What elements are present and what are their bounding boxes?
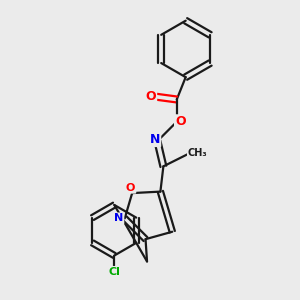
Text: CH₃: CH₃ bbox=[188, 148, 207, 158]
Text: N: N bbox=[150, 133, 160, 146]
Text: Cl: Cl bbox=[108, 267, 120, 277]
Text: N: N bbox=[114, 213, 123, 224]
Text: O: O bbox=[175, 115, 186, 128]
Text: O: O bbox=[126, 183, 135, 193]
Text: O: O bbox=[146, 90, 156, 103]
